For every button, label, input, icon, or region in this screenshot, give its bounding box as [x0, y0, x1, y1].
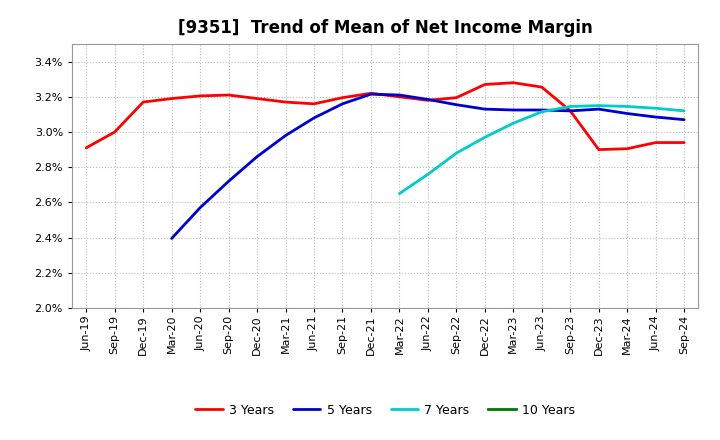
5 Years	[680, 117, 688, 122]
7 Years	[652, 106, 660, 111]
Legend: 3 Years, 5 Years, 7 Years, 10 Years: 3 Years, 5 Years, 7 Years, 10 Years	[191, 399, 580, 422]
5 Years	[537, 107, 546, 113]
5 Years	[338, 101, 347, 106]
5 Years	[566, 108, 575, 114]
7 Years	[680, 108, 688, 114]
5 Years	[623, 111, 631, 116]
3 Years	[82, 145, 91, 150]
5 Years	[310, 115, 318, 121]
Line: 7 Years: 7 Years	[400, 106, 684, 194]
3 Years	[310, 101, 318, 106]
3 Years	[537, 84, 546, 90]
3 Years	[595, 147, 603, 152]
3 Years	[623, 146, 631, 151]
5 Years	[423, 97, 432, 102]
7 Years	[566, 104, 575, 109]
5 Years	[595, 106, 603, 112]
7 Years	[395, 191, 404, 196]
3 Years	[225, 92, 233, 98]
5 Years	[452, 102, 461, 107]
3 Years	[282, 99, 290, 105]
5 Years	[366, 92, 375, 97]
3 Years	[566, 108, 575, 114]
3 Years	[652, 140, 660, 145]
5 Years	[480, 106, 489, 112]
7 Years	[595, 103, 603, 108]
5 Years	[652, 114, 660, 120]
3 Years	[196, 93, 204, 99]
3 Years	[680, 140, 688, 145]
5 Years	[509, 107, 518, 113]
5 Years	[225, 179, 233, 184]
5 Years	[282, 133, 290, 138]
3 Years	[167, 96, 176, 101]
3 Years	[139, 99, 148, 105]
5 Years	[253, 154, 261, 159]
5 Years	[395, 92, 404, 98]
3 Years	[338, 95, 347, 100]
7 Years	[509, 121, 518, 126]
7 Years	[623, 104, 631, 109]
3 Years	[253, 96, 261, 101]
3 Years	[480, 82, 489, 87]
3 Years	[395, 94, 404, 99]
5 Years	[196, 205, 204, 210]
Line: 3 Years: 3 Years	[86, 83, 684, 150]
3 Years	[509, 80, 518, 85]
3 Years	[366, 91, 375, 96]
Title: [9351]  Trend of Mean of Net Income Margin: [9351] Trend of Mean of Net Income Margi…	[178, 19, 593, 37]
3 Years	[452, 95, 461, 100]
3 Years	[423, 98, 432, 103]
7 Years	[537, 109, 546, 114]
5 Years	[167, 236, 176, 241]
3 Years	[110, 129, 119, 135]
7 Years	[452, 150, 461, 156]
7 Years	[480, 135, 489, 140]
Line: 5 Years: 5 Years	[171, 94, 684, 238]
7 Years	[423, 172, 432, 177]
